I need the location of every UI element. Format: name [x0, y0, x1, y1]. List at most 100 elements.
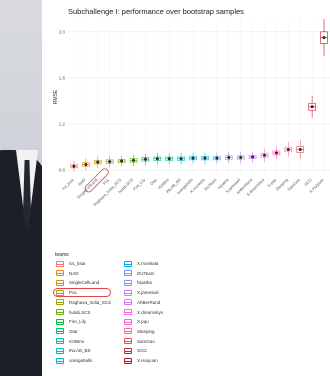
mean-point-hipatha [227, 156, 231, 160]
legend-key-icon [56, 299, 64, 306]
legend-label: X.jameswil [137, 290, 159, 296]
legend-key-icon [56, 279, 64, 286]
legend-label: Otar [69, 328, 78, 334]
legend-label: X.monkala [137, 261, 159, 266]
y-tick-label: 2.0 [59, 29, 66, 34]
mean-point-Fire_Lily [143, 157, 147, 161]
x-tick-highlight-SingleCellLand [84, 168, 109, 193]
legend-label: Sleeping [137, 328, 155, 334]
legend-key-icon [56, 289, 64, 296]
legend-label: INLAB_BS [69, 348, 91, 354]
mean-point-X.dreamskys [263, 153, 266, 157]
x-tick-label-SamGao: SamGao [286, 177, 301, 192]
legend-key-icon [56, 270, 64, 277]
legend-item: X.monkala [124, 259, 158, 268]
legend-highlight-singlecellland [53, 288, 111, 297]
legend-item: SCG [124, 346, 147, 355]
mean-point-ics_bsai [72, 164, 76, 168]
mean-point-X.pqu [274, 151, 278, 155]
legend-key-icon [124, 338, 132, 345]
legend-item: NAD [56, 269, 79, 278]
x-tick-label-DUTeam: DUTeam [203, 177, 218, 192]
legend-item: X.dreamskys [124, 308, 163, 317]
x-tick-label-SCG: SCG [303, 177, 313, 187]
mean-point-X.Huiyuan [322, 36, 326, 40]
legend-key-icon [124, 289, 132, 296]
legend-item: Fire_Lily [56, 317, 86, 326]
mean-point-NAD [84, 162, 88, 166]
legend-label: SamGao [137, 338, 155, 344]
legend-label: AhBerRand [137, 299, 161, 305]
mean-point-SingleCellLand [96, 160, 100, 164]
mean-point-IGIIBmi [167, 157, 171, 161]
y-axis-label: RMSE [53, 89, 59, 104]
legend-item: DUTeam [124, 269, 155, 278]
x-tick-label-Otar: Otar [149, 177, 159, 187]
y-tick-label: 1.2 [59, 122, 66, 127]
legend-key-icon [124, 357, 132, 364]
legend-item: orangeballs [56, 356, 92, 365]
legend-item: X.pqu [124, 317, 149, 326]
legend-label: SingleCellLand [69, 280, 100, 286]
legend-key-icon [124, 328, 132, 335]
legend-label: IGIIBmi [69, 338, 85, 344]
presenter-photo [0, 0, 42, 376]
legend-key-icon [124, 270, 132, 277]
legend-item: ics_bsai [56, 259, 85, 268]
legend-key-icon [124, 279, 132, 286]
legend-key-icon [56, 260, 64, 267]
presenter-tie [23, 160, 31, 230]
mean-point-INLAB_BS [179, 157, 183, 161]
legend-item: Raghava_India_SCS [56, 298, 111, 307]
x-tick-label-ics_bsai: ics_bsai [61, 177, 75, 191]
legend-label: Raghava_India_SCS [69, 299, 112, 305]
legend-label: hulab.SCS [69, 309, 91, 315]
legend-item: hulab.SCS [56, 308, 91, 317]
x-tick-label-NAD: NAD [77, 177, 87, 187]
legend-key-icon [124, 260, 132, 267]
mean-point-orangeballs [191, 156, 195, 160]
mean-point-SCG [310, 105, 314, 109]
legend-label: PoL [69, 290, 78, 296]
legend-item: PoL [56, 288, 77, 297]
legend-item: AhBerRand [124, 298, 160, 307]
legend-item: Otar [56, 327, 78, 336]
legend-item: X.jameswil [124, 288, 159, 297]
legend-item: Sleeping [124, 327, 155, 336]
legend-item: X.Huiyuan [124, 356, 158, 365]
mean-point-Sleeping [286, 147, 290, 151]
x-tick-label-Fire_Lily: Fire_Lily [132, 177, 146, 191]
legend-label: X.pqu [137, 319, 149, 325]
legend-key-icon [56, 357, 64, 364]
legend-label: X.dreamskys [137, 309, 164, 315]
legend-item: IGIIBmi [56, 337, 84, 346]
mean-point-Otar [155, 157, 159, 161]
legend-key-icon [56, 318, 64, 325]
legend-label: NAD [69, 270, 79, 276]
legend-key-icon [56, 347, 64, 354]
mean-point-Raghava_India_SCS [120, 159, 124, 163]
legend-item: hipatha [124, 278, 152, 287]
x-tick-label-PoL: PoL [102, 177, 111, 186]
legend-key-icon [56, 328, 64, 335]
legend-key-icon [124, 299, 132, 306]
legend-key-icon [56, 309, 64, 315]
legend-label: X.Huiyuan [137, 358, 158, 363]
legend-item: INLAB_BS [56, 346, 91, 355]
plot-area [68, 18, 330, 176]
legend-label: DUTeam [137, 270, 155, 276]
y-tick-label: 0.8 [59, 168, 66, 173]
legend-label: orangeballs [69, 358, 93, 363]
legend-key-icon [124, 318, 132, 325]
legend-label: Fire_Lily [69, 319, 87, 325]
mean-point-X.jameswil [239, 156, 243, 160]
slide: Subchallenge I: performance over bootstr… [46, 0, 330, 376]
legend-key-icon [124, 347, 132, 354]
legend-item: SingleCellLand [56, 278, 99, 287]
mean-point-hulab.SCS [132, 158, 135, 162]
legend-title: teams [55, 252, 69, 258]
legend-label: ics_bsai [69, 261, 86, 266]
y-tick-label: 1.6 [59, 75, 66, 80]
legend-item: SamGao [124, 337, 155, 346]
